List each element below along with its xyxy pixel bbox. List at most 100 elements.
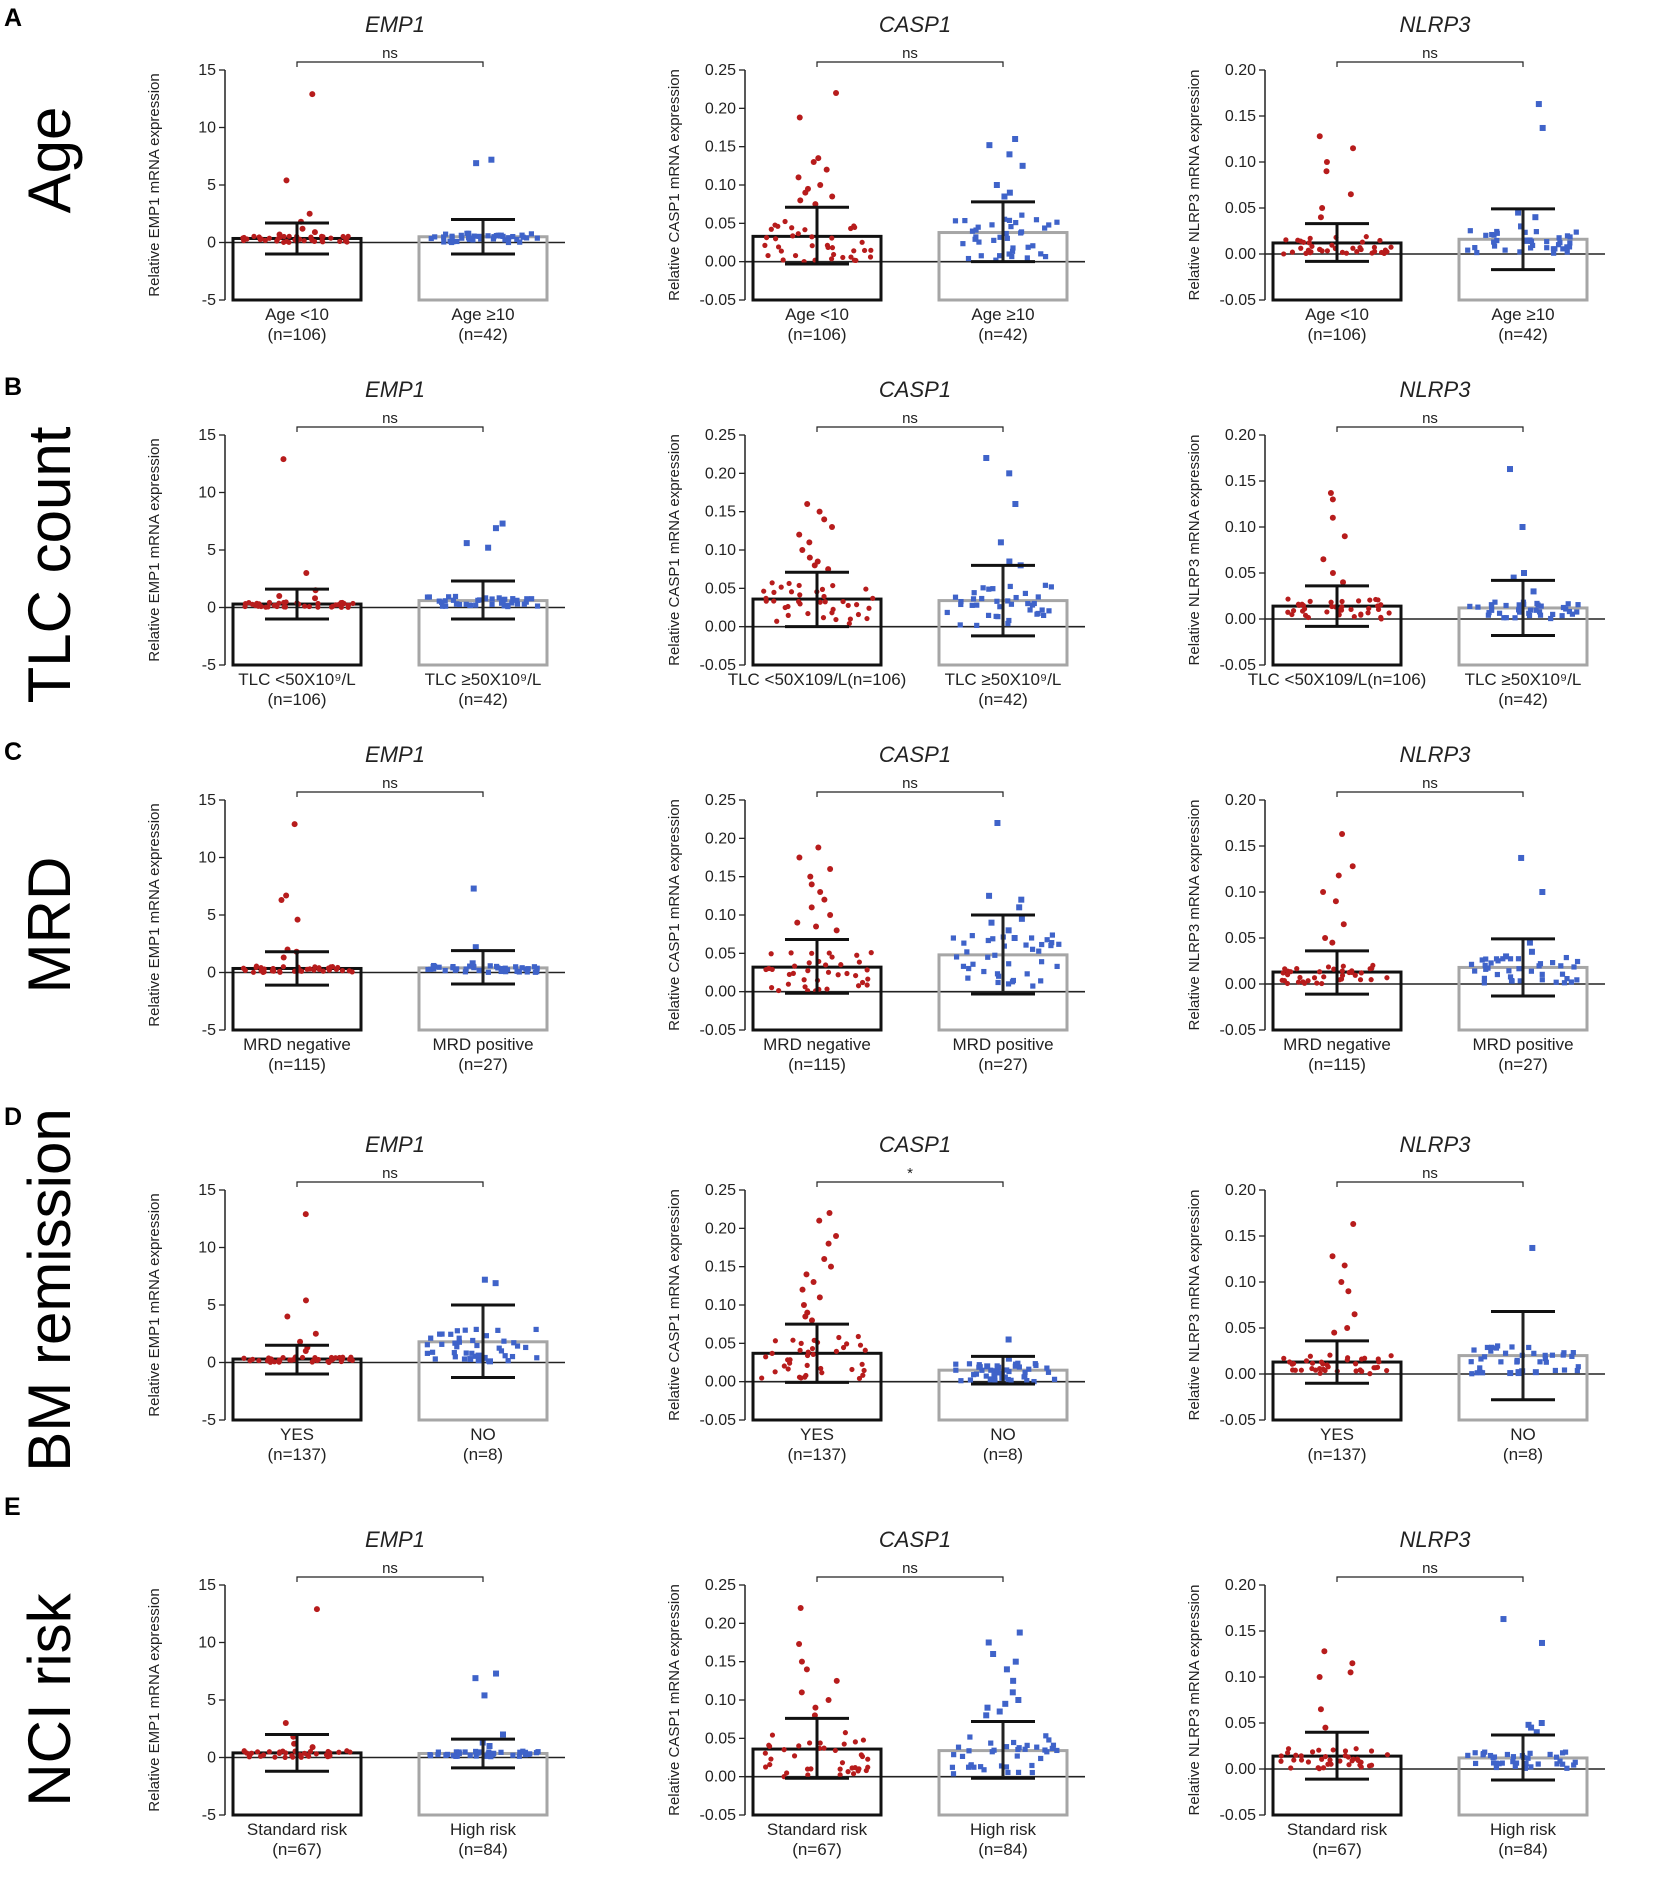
- chart-d-nlrp3-ytick-label-3: 0.10: [1225, 1274, 1256, 1291]
- chart-b-casp1-group-2-point: [993, 613, 999, 619]
- chart-b-casp1-group-2-point: [1008, 601, 1015, 607]
- chart-b-nlrp3-group-1-point: [1355, 598, 1362, 604]
- chart-b-nlrp3-group-1-point: [1386, 610, 1392, 616]
- chart-b-casp1-group-1-point-0: [804, 501, 811, 507]
- chart-b-emp1-group-2-point: [442, 598, 448, 604]
- chart-d-nlrp3-group-2-point: [1552, 1367, 1558, 1374]
- chart-d-emp1-ytick-label-1: 0: [207, 1355, 216, 1372]
- chart-c-casp1-group-2-point: [969, 933, 975, 939]
- chart-d-nlrp3-group-2-point: [1502, 1350, 1509, 1356]
- chart-b-nlrp3-group-1-point: [1295, 601, 1302, 607]
- chart-c-nlrp3-group-1-point: [1301, 980, 1308, 986]
- chart-d-emp1-ytick-label-2: 5: [207, 1297, 216, 1314]
- chart-b-nlrp3-group-1-point: [1375, 603, 1381, 609]
- chart-b-nlrp3-group-2-point: [1566, 608, 1573, 615]
- chart-a-emp1-group-1-point-4: [299, 225, 306, 232]
- chart-b-nlrp3-group-1-point: [1358, 612, 1364, 618]
- chart-e-nlrp3-group-2-point: [1504, 1751, 1511, 1758]
- chart-e-nlrp3-group-2-label: High risk: [1490, 1820, 1557, 1839]
- chart-a-casp1-group-2-point: [976, 239, 982, 245]
- chart-c-casp1-group-1-point: [844, 970, 850, 977]
- chart-e-nlrp3-group-1-point: [1298, 1757, 1305, 1763]
- chart-e-casp1-group-1-point-1: [796, 1641, 803, 1648]
- chart-e-casp1-group-2-point: [978, 1764, 984, 1770]
- chart-c-nlrp3-group-2-point: [1564, 975, 1570, 982]
- chart-c-emp1-group-1-point: [307, 966, 313, 972]
- chart-c-casp1: CASP1 -0.05 0.00 0.05 0.10 0.15 0.20 0.25 Relati…: [666, 742, 1085, 1074]
- chart-a-nlrp3-significance: ns: [1422, 45, 1438, 62]
- chart-e-casp1-group-2-point-7: [1015, 1697, 1022, 1703]
- chart-e-nlrp3-group-2-point: [1557, 1758, 1563, 1764]
- chart-e-casp1-group-2-point-2: [990, 1651, 997, 1657]
- chart-e-nlrp3-group-1-point: [1384, 1752, 1391, 1758]
- chart-c-nlrp3-group-1-point: [1316, 969, 1323, 975]
- chart-b-nlrp3-group-2-point-0: [1506, 466, 1513, 473]
- chart-d-nlrp3-group-2-point: [1481, 1354, 1488, 1360]
- chart-d-casp1-ytick-label-4: 0.15: [705, 1259, 736, 1276]
- chart-a-casp1-group-2-point: [1042, 253, 1049, 260]
- chart-d-casp1-group-1-point: [802, 1374, 808, 1380]
- chart-e-casp1-group-1-point: [762, 1764, 769, 1770]
- chart-c-emp1-group-2-point: [500, 966, 506, 972]
- panel-letter-c: C: [4, 738, 22, 766]
- chart-c-nlrp3-ytick-label-1: 0.00: [1225, 976, 1256, 993]
- chart-a-nlrp3-group-1-point: [1371, 244, 1378, 250]
- chart-c-casp1-group-1-point-1: [796, 854, 803, 861]
- chart-c-casp1-group-2-point: [1049, 932, 1056, 938]
- chart-a-nlrp3-group-1-point: [1298, 238, 1304, 244]
- chart-c-nlrp3-group-2-point: [1571, 964, 1577, 970]
- chart-a-emp1-group-1-point: [244, 236, 250, 242]
- chart-d-nlrp3-group-2-point: [1574, 1367, 1580, 1374]
- chart-d-nlrp3-group-2-point: [1526, 1344, 1532, 1351]
- chart-a-casp1-group-1-point: [852, 224, 858, 230]
- chart-a-emp1-group-2-point: [466, 230, 472, 236]
- chart-b-casp1-ytick-label-6: 0.25: [705, 427, 736, 444]
- chart-a-casp1-group-1-point: [765, 252, 771, 259]
- chart-a-emp1-group-2-point: [502, 237, 508, 243]
- chart-d-casp1-group-1-point: [844, 1341, 850, 1347]
- chart-a-nlrp3-group-1-point: [1289, 249, 1296, 255]
- chart-a-nlrp3-group-2-point: [1483, 232, 1489, 238]
- chart-a-casp1-group-1-point: [795, 231, 801, 237]
- chart-a-emp1-group-2-label: Age ≥10: [451, 305, 514, 324]
- chart-b-emp1-group-2-point-2: [463, 540, 470, 547]
- chart-d-emp1-group-2-point: [534, 1355, 540, 1361]
- chart-b-casp1-group-1-point: [761, 588, 767, 594]
- chart-b-casp1-group-1-point: [830, 606, 836, 613]
- chart-c-casp1-group-2-point: [960, 963, 967, 969]
- chart-b-casp1-group-2-point: [944, 609, 950, 616]
- chart-a-casp1-group-1-label: Age <10: [785, 305, 849, 324]
- chart-a-nlrp3-ytick-label-5: 0.20: [1225, 62, 1256, 79]
- chart-c-emp1-group-1-point: [339, 968, 346, 974]
- chart-b-casp1-group-1-point: [820, 615, 827, 621]
- chart-c-nlrp3-group-1-point: [1311, 975, 1318, 981]
- chart-a-emp1-group-1-point: [345, 233, 351, 239]
- chart-a-nlrp3-group-2-point: [1491, 243, 1498, 249]
- chart-b-emp1-group-1-label: TLC <50X10⁹/L: [238, 670, 355, 689]
- chart-a-casp1-group-1-point: [840, 254, 846, 261]
- chart-d-emp1-group-2-point-2: [475, 1352, 482, 1359]
- chart-c-nlrp3-group-1-point: [1284, 972, 1291, 978]
- chart-b-casp1-group-2-point: [1048, 584, 1054, 590]
- chart-b-emp1-group-1-point: [258, 603, 264, 610]
- chart-a-nlrp3-group-1-point: [1305, 247, 1312, 253]
- chart-e-casp1-group-1-point-8: [811, 1712, 818, 1719]
- chart-c-nlrp3-group-2-point: [1553, 979, 1559, 985]
- chart-d-emp1-group-2-point: [474, 1342, 480, 1349]
- chart-b-casp1-group-1-point-6: [799, 547, 806, 553]
- chart-e-casp1: CASP1 -0.05 0.00 0.05 0.10 0.15 0.20 0.25 Relati…: [666, 1527, 1085, 1859]
- chart-b-nlrp3-group-2-point: [1492, 599, 1498, 605]
- chart-e-casp1-ytick-label-1: 0.00: [705, 1769, 736, 1786]
- chart-e-casp1-group-2-point: [1003, 1764, 1010, 1770]
- chart-d-casp1-group-1-point: [790, 1337, 796, 1343]
- chart-e-emp1-ylabel: Relative EMP1 mRNA expression: [146, 1588, 163, 1811]
- chart-d-emp1-group-1-point-6: [302, 1348, 309, 1354]
- chart-b-casp1-ytick-label-0: -0.05: [700, 657, 737, 674]
- chart-d-casp1-group-1-point: [804, 1352, 811, 1359]
- chart-b-casp1-group-2-n: (n=42): [978, 690, 1028, 709]
- chart-b-nlrp3-group-1-point-3: [1341, 533, 1348, 540]
- chart-c-nlrp3-group-1-point: [1282, 967, 1288, 973]
- chart-d-nlrp3-ytick-label-0: -0.05: [1220, 1412, 1257, 1429]
- chart-d-emp1-group-2-n: (n=8): [463, 1445, 503, 1464]
- chart-b-nlrp3-group-2-point: [1501, 615, 1507, 621]
